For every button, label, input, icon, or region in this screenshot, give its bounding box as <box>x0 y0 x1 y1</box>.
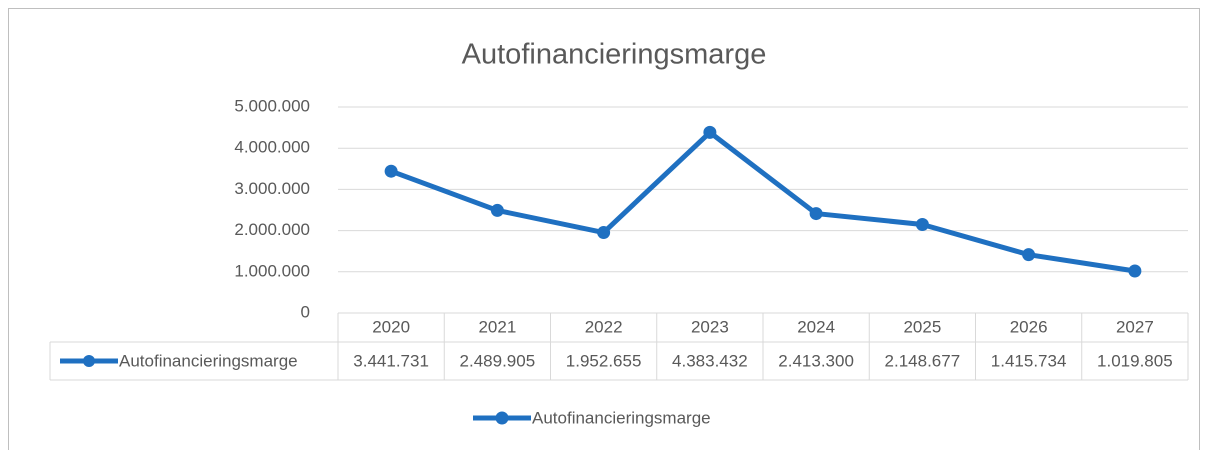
x-tick-label: 2027 <box>1116 317 1154 336</box>
series-line <box>390 129 1136 274</box>
table-value: 2.489.905 <box>460 351 536 370</box>
point <box>384 164 398 178</box>
table-value: 2.148.677 <box>885 351 961 370</box>
table-value: 1.019.805 <box>1097 351 1173 370</box>
x-tick-label: 2023 <box>691 317 729 336</box>
y-tick-label: 2.000.000 <box>234 220 310 239</box>
y-tick-label: 3.000.000 <box>234 179 310 198</box>
table-value: 1.952.655 <box>566 351 642 370</box>
point <box>490 203 504 217</box>
x-tick-label: 2024 <box>797 317 835 336</box>
x-tick-label: 2020 <box>372 317 410 336</box>
table-value: 4.383.432 <box>672 351 748 370</box>
y-tick-label: 1.000.000 <box>234 261 310 280</box>
x-tick-label: 2025 <box>903 317 941 336</box>
x-tick-label: 2021 <box>478 317 516 336</box>
chart-title: Autofinancieringsmarge <box>462 39 767 71</box>
x-tick-label: 2026 <box>1010 317 1048 336</box>
table-value: 2.413.300 <box>778 351 854 370</box>
x-tick-label: 2022 <box>585 317 623 336</box>
table-legend-marker <box>83 355 95 367</box>
table-value: 3.441.731 <box>353 351 429 370</box>
point <box>703 125 717 139</box>
legend-label: Autofinancieringsmarge <box>532 408 711 427</box>
y-tick-label: 5.000.000 <box>234 96 310 115</box>
point <box>597 226 611 240</box>
point <box>1022 248 1036 262</box>
table-series-name: Autofinancieringsmarge <box>119 351 298 370</box>
y-tick-label: 4.000.000 <box>234 138 310 157</box>
table-value: 1.415.734 <box>991 351 1067 370</box>
point <box>809 207 823 221</box>
point <box>915 217 929 231</box>
legend-marker <box>495 411 509 425</box>
y-tick-label: 0 <box>301 302 310 321</box>
point <box>1128 264 1142 278</box>
